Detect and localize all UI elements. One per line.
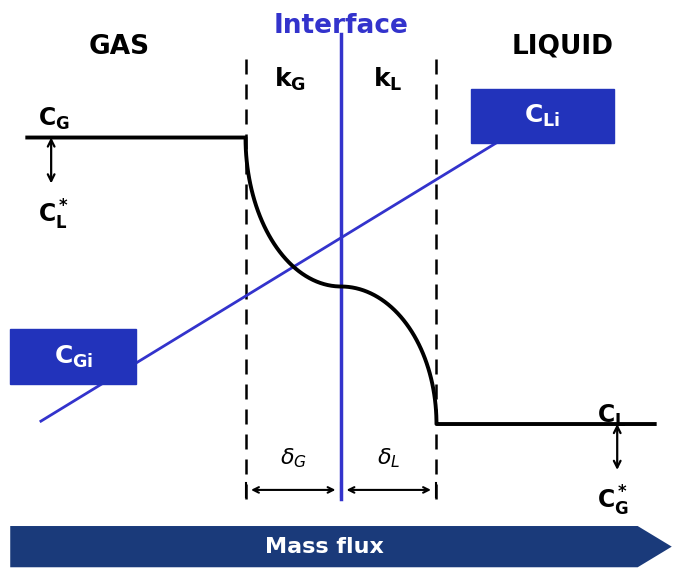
FancyBboxPatch shape — [471, 89, 614, 143]
Text: $\delta_G$: $\delta_G$ — [280, 446, 307, 470]
Text: $\delta_L$: $\delta_L$ — [377, 446, 400, 470]
Text: Mass flux: Mass flux — [265, 537, 383, 556]
Text: $\mathbf{C_L^*}$: $\mathbf{C_L^*}$ — [38, 198, 69, 232]
Polygon shape — [10, 526, 672, 567]
Text: $\mathbf{k_G}$: $\mathbf{k_G}$ — [274, 65, 306, 93]
Text: $\mathbf{C_G}$: $\mathbf{C_G}$ — [38, 105, 70, 132]
Text: $\mathbf{C_{Li}}$: $\mathbf{C_{Li}}$ — [524, 103, 561, 129]
Text: $\mathbf{k_L}$: $\mathbf{k_L}$ — [372, 65, 402, 93]
FancyBboxPatch shape — [10, 329, 136, 384]
Text: Interface: Interface — [273, 13, 409, 39]
Text: $\mathbf{C_L}$: $\mathbf{C_L}$ — [597, 402, 626, 429]
Text: LIQUID: LIQUID — [512, 34, 614, 60]
Text: $\mathbf{C_G^*}$: $\mathbf{C_G^*}$ — [597, 484, 629, 519]
Text: $\mathbf{C_{Gi}}$: $\mathbf{C_{Gi}}$ — [54, 343, 93, 370]
Text: GAS: GAS — [89, 34, 150, 60]
